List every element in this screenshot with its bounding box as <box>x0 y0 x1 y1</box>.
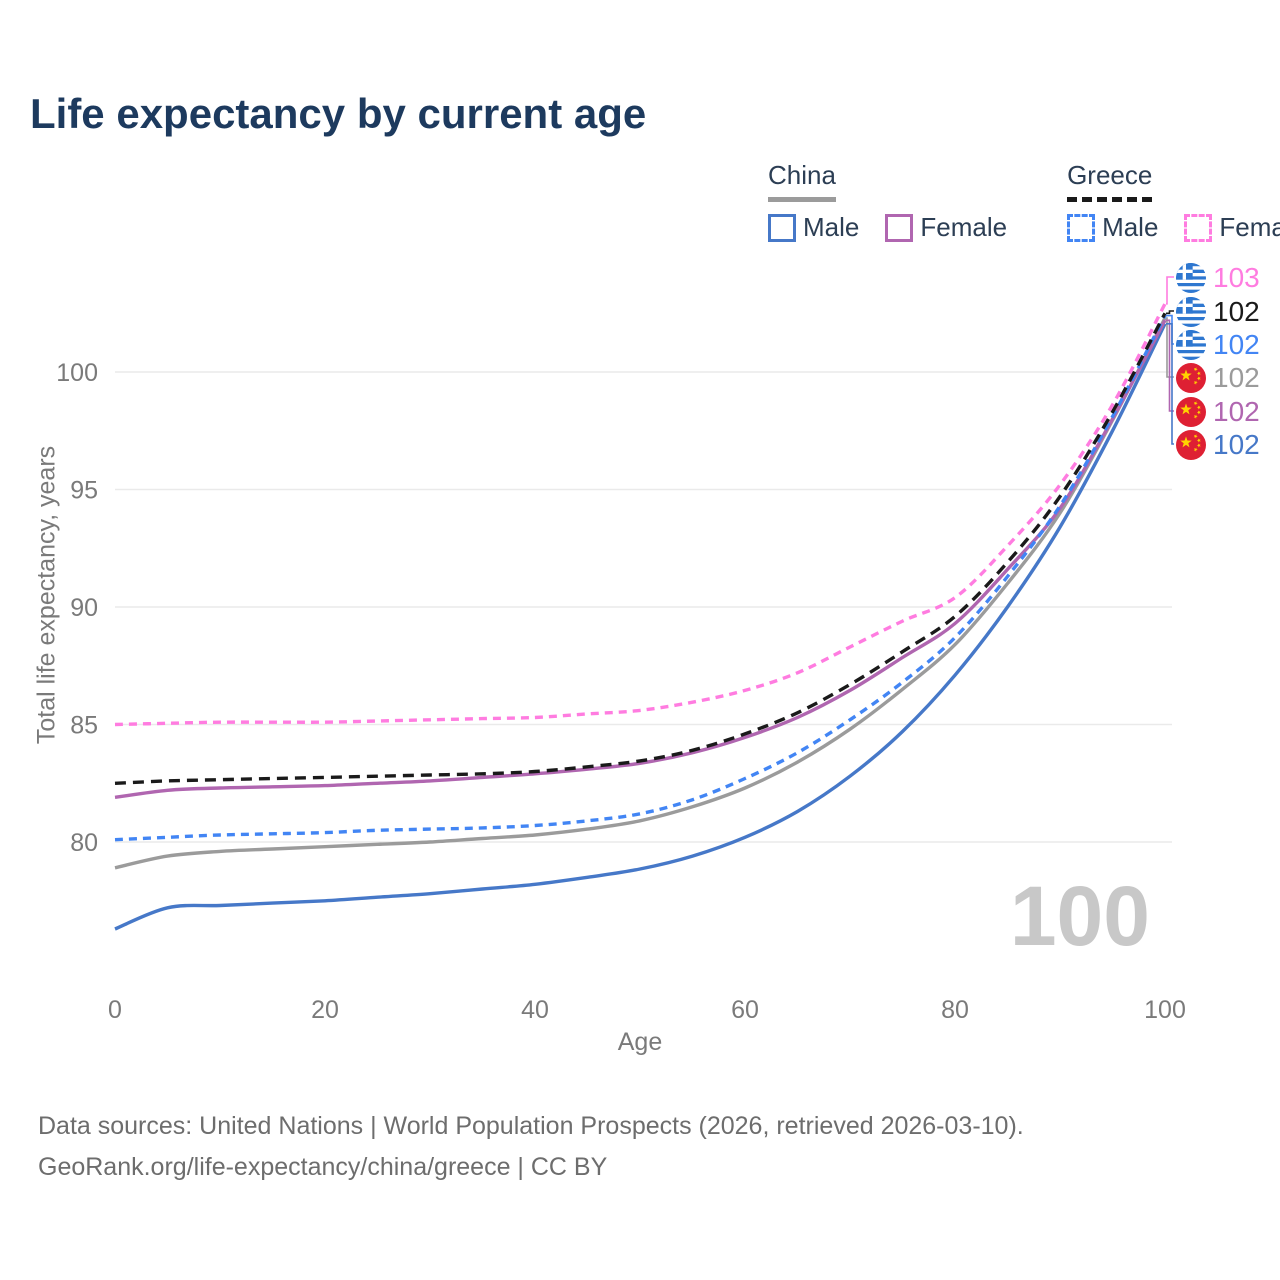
china-flag-icon <box>1176 363 1206 393</box>
x-tick-40: 40 <box>521 996 549 1024</box>
series-line-greece-both <box>114 312 1167 785</box>
leader-line-china-male <box>1166 323 1174 445</box>
china-flag-icon <box>1176 397 1206 427</box>
legend-item-china-male[interactable]: Male <box>768 212 859 243</box>
legend-item-greece-female[interactable]: Female <box>1184 212 1280 243</box>
leader-line-greece-female <box>1166 276 1174 305</box>
y-tick-95: 95 <box>70 477 98 505</box>
end-value: 102 <box>1213 296 1260 327</box>
end-value: 102 <box>1213 362 1260 393</box>
legend-item-china-female[interactable]: Female <box>885 212 1007 243</box>
x-axis-title: Age <box>617 1028 663 1056</box>
footer-sources: Data sources: United Nations | World Pop… <box>38 1112 1024 1140</box>
x-tick-20: 20 <box>311 996 339 1024</box>
legend-group-greece: Greece Male Female <box>1067 160 1280 243</box>
legend-country-greece[interactable]: Greece <box>1067 160 1153 202</box>
series-line-china-male <box>114 323 1167 931</box>
china-male-swatch <box>768 213 796 242</box>
legend-item-label: Male <box>1102 212 1159 242</box>
age-watermark: 100 <box>1009 869 1150 963</box>
end-label-greece-male: 102 <box>1176 329 1260 361</box>
end-value: 102 <box>1213 429 1260 460</box>
legend-item-label: Female <box>1219 212 1280 242</box>
y-tick-100: 100 <box>56 359 98 387</box>
x-tick-60: 60 <box>731 996 759 1024</box>
legend: China Male Female Greece Male <box>768 160 1280 243</box>
end-value: 102 <box>1213 329 1260 360</box>
y-tick-80: 80 <box>70 829 98 857</box>
end-value: 103 <box>1213 262 1260 293</box>
series-line-china-female <box>114 319 1167 799</box>
end-label-greece-female: 103 <box>1176 262 1260 294</box>
x-tick-0: 0 <box>108 996 122 1024</box>
leader-line-greece-both <box>1166 310 1174 315</box>
x-tick-100: 100 <box>1144 996 1186 1024</box>
legend-item-label: Male <box>803 212 860 242</box>
end-label-china-both: 102 <box>1176 362 1260 394</box>
leader-line-china-both <box>1166 317 1174 378</box>
footer: Data sources: United Nations | World Pop… <box>38 1106 1024 1187</box>
end-value: 102 <box>1213 396 1260 427</box>
greece-female-swatch <box>1184 213 1213 242</box>
legend-item-greece-male[interactable]: Male <box>1067 212 1158 243</box>
y-tick-85: 85 <box>70 712 98 740</box>
y-tick-90: 90 <box>70 594 98 622</box>
page-title: Life expectancy by current age <box>30 90 647 137</box>
legend-country-china[interactable]: China <box>768 160 836 202</box>
x-tick-80: 80 <box>941 996 969 1024</box>
greece-flag-icon <box>1176 330 1206 360</box>
greece-flag-icon <box>1176 263 1206 293</box>
series-line-china-both <box>114 317 1167 870</box>
footer-link: GeoRank.org/life-expectancy/china/greece… <box>38 1152 608 1181</box>
end-label-china-male: 102 <box>1176 429 1260 461</box>
legend-item-label: Female <box>920 212 1008 242</box>
series-line-greece-female <box>114 303 1167 727</box>
end-label-greece-both: 102 <box>1176 296 1260 328</box>
legend-group-china: China Male Female <box>768 160 1007 243</box>
china-female-swatch <box>885 213 914 242</box>
greece-flag-icon <box>1176 297 1206 327</box>
china-flag-icon <box>1176 430 1206 460</box>
series-line-greece-male <box>114 314 1167 842</box>
end-label-china-female: 102 <box>1176 396 1260 428</box>
y-axis-title: Total life expectancy, years <box>32 445 61 745</box>
greece-male-swatch <box>1067 213 1096 242</box>
